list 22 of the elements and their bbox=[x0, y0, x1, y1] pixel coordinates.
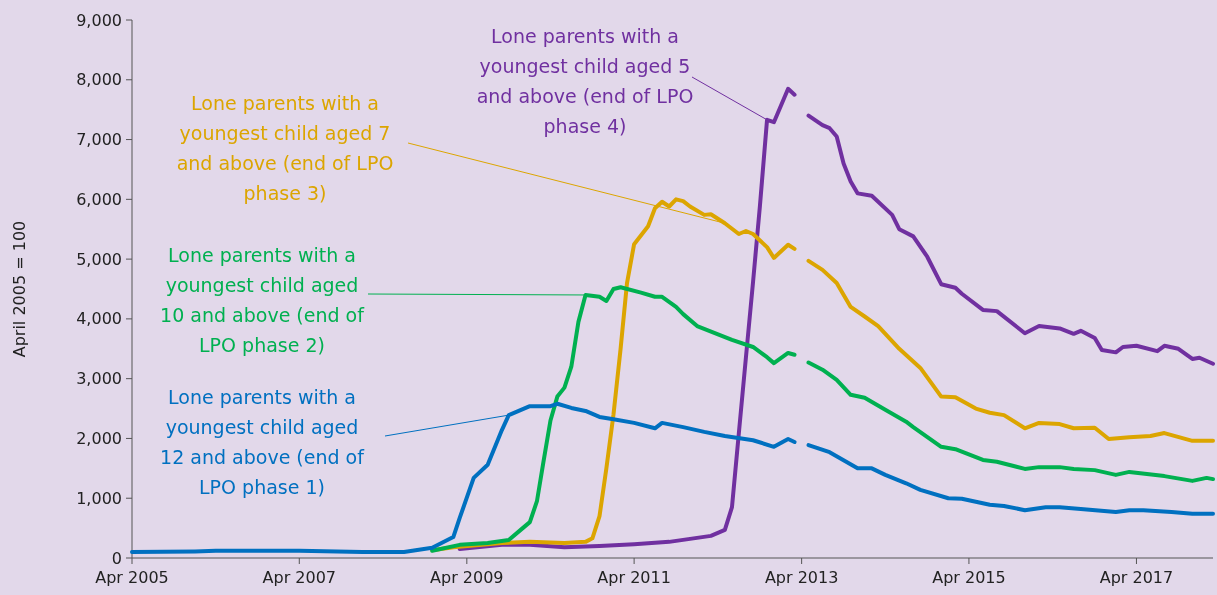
y-tick-label: 5,000 bbox=[76, 249, 122, 269]
x-tick-label: Apr 2007 bbox=[262, 568, 337, 587]
x-tick-label: Apr 2011 bbox=[597, 568, 671, 587]
x-tick-label: Apr 2017 bbox=[1099, 568, 1174, 587]
y-tick-label: 3,000 bbox=[76, 369, 122, 389]
text: Lone parents with a youngest child aged 12 and above (end of LPO phase 1) bbox=[160, 386, 366, 498]
y-tick-label: 4,000 bbox=[76, 309, 122, 329]
x-tick-label: Apr 2009 bbox=[430, 568, 504, 587]
y-tick-label: 1,000 bbox=[76, 488, 122, 508]
text: Lone parents with a youngest child aged 10 and above (end of LPO phase 2) bbox=[160, 244, 366, 356]
y-tick-label: 0 bbox=[111, 548, 122, 568]
text: Lone parents with a youngest child aged 7 and above (end of LPO phase 3) bbox=[176, 92, 394, 204]
text: Lone parents with a youngest child aged 5 and above (end of LPO phase 4) bbox=[476, 25, 694, 137]
x-tick-label: Apr 2005 bbox=[95, 568, 169, 587]
y-tick-label: 6,000 bbox=[76, 189, 122, 209]
x-tick-label: Apr 2013 bbox=[764, 568, 839, 587]
y-tick-label: 7,000 bbox=[76, 130, 122, 150]
y-tick-label: 9,000 bbox=[76, 10, 122, 30]
y-tick-label: 2,000 bbox=[76, 429, 122, 449]
y-axis-title: April 2005 = 100 bbox=[10, 220, 29, 358]
y-tick-label: 8,000 bbox=[76, 70, 122, 90]
x-tick-label: Apr 2015 bbox=[932, 568, 1006, 587]
